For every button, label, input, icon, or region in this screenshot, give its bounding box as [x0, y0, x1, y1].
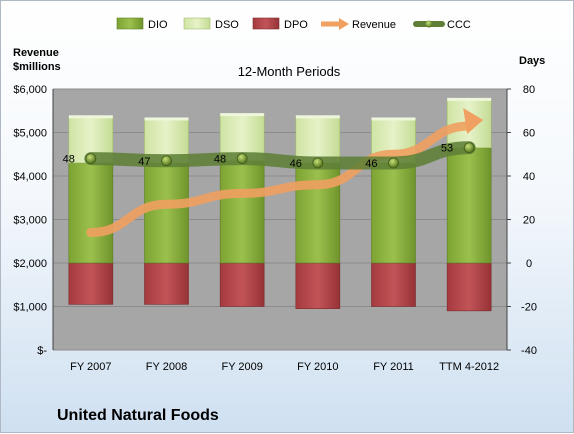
right-tick-label: 60 — [523, 128, 535, 140]
right-tick-label: 40 — [523, 171, 535, 183]
dso-bar-top — [220, 113, 265, 117]
legend-label: DIO — [148, 19, 168, 31]
left-tick-label: $3,000 — [13, 215, 47, 227]
dso-bar-top — [371, 117, 416, 121]
dso-bar — [295, 116, 341, 164]
right-tick-label: -40 — [521, 345, 537, 357]
legend-label: DSO — [215, 19, 239, 31]
ccc-point — [236, 153, 248, 165]
dpo-bar — [295, 262, 341, 309]
left-axis-ticks: $- $1,000 $2,000 $3,000 $4,000 $5,000 $6,000 — [13, 84, 47, 357]
right-tick-label: 80 — [523, 84, 535, 96]
right-tick-label: 0 — [526, 258, 532, 270]
revenue-arrowhead — [463, 107, 484, 134]
legend-swatch-dio — [116, 17, 144, 30]
ccc-series: 48 47 48 46 46 53 — [63, 141, 476, 170]
revenue-line — [86, 121, 474, 238]
ccc-line — [84, 141, 476, 170]
legend-swatch-ccc-dot — [425, 20, 433, 28]
dio-bar — [219, 160, 265, 264]
legend-swatch-dpo — [252, 17, 280, 30]
revenue-series — [86, 107, 484, 238]
ccc-data-label: 53 — [441, 143, 453, 155]
x-tick-label: FY 2010 — [297, 361, 338, 373]
ccc-data-label: 48 — [214, 154, 226, 166]
left-tick-label: $2,000 — [13, 258, 47, 270]
legend-label: CCC — [447, 19, 471, 31]
bars-group — [68, 97, 492, 312]
ccc-point — [161, 155, 172, 167]
dpo-bar — [371, 262, 416, 307]
right-axis-ticks: -40 -20 0 20 40 60 80 — [52, 84, 537, 357]
ccc-data-label: 46 — [365, 158, 377, 170]
chart-title: 12-Month Periods — [238, 64, 341, 79]
right-tick-label: -20 — [521, 302, 537, 314]
dso-bar-top — [68, 115, 113, 119]
dio-bar — [144, 162, 189, 264]
x-tick-label: TTM 4-2012 — [439, 361, 499, 373]
ccc-point — [312, 157, 324, 169]
dio-bar — [68, 162, 114, 264]
x-tick-label: FY 2011 — [373, 361, 414, 373]
left-tick-label: $1,000 — [13, 302, 47, 314]
left-axis-label-line1: Revenue — [13, 47, 59, 59]
dpo-bar — [219, 262, 265, 307]
x-tick-label: FY 2008 — [146, 361, 187, 373]
ccc-data-label: 46 — [290, 158, 302, 170]
dpo-bar — [446, 262, 492, 312]
legend-label: Revenue — [352, 19, 396, 31]
dso-bar-top — [447, 97, 492, 101]
right-tick-label: 20 — [523, 215, 535, 227]
company-name: United Natural Foods — [57, 407, 219, 424]
left-axis-label-line2: $millions — [13, 61, 61, 73]
dpo-bar — [68, 262, 114, 305]
legend-label: DPO — [284, 19, 308, 31]
legend-swatch-dso — [183, 17, 211, 30]
x-tick-label: FY 2009 — [221, 361, 262, 373]
left-tick-label: $- — [37, 345, 47, 357]
dpo-bar — [144, 262, 189, 305]
x-tick-label: FY 2007 — [70, 361, 111, 373]
dso-bar-top — [144, 117, 189, 121]
ccc-point — [463, 142, 475, 154]
ccc-point — [388, 157, 399, 169]
legend-swatch-revenue-arrow — [339, 18, 349, 30]
dso-bar-top — [295, 115, 340, 119]
ccc-data-label: 47 — [138, 156, 150, 168]
left-tick-label: $5,000 — [13, 128, 47, 140]
x-axis-ticks: FY 2007 FY 2008 FY 2009 FY 2010 FY 2011 TTM 4… — [70, 361, 499, 373]
legend: DIO DSO DPO Revenue CCC — [116, 17, 471, 31]
left-tick-label: $4,000 — [13, 171, 47, 183]
dio-bar — [371, 162, 416, 264]
ccc-point — [85, 153, 97, 165]
ccc-data-label: 48 — [63, 154, 75, 166]
right-axis-label: Days — [519, 55, 545, 67]
left-tick-label: $6,000 — [13, 84, 47, 96]
dio-bar — [446, 147, 492, 264]
